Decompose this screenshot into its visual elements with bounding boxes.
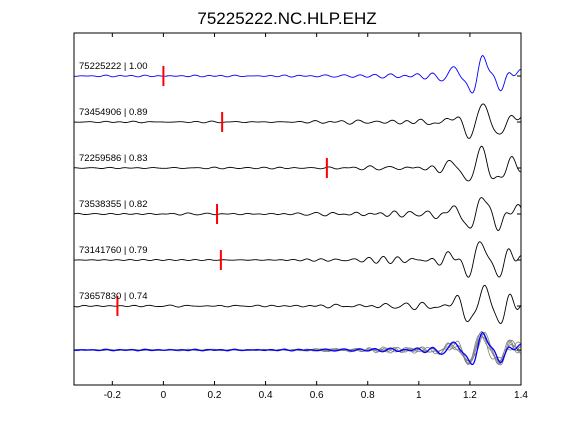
x-tick-label-1: 0 bbox=[161, 390, 167, 401]
series-line-0 bbox=[73, 55, 522, 94]
trace-label-1: 73454906 | 0.89 bbox=[79, 107, 148, 118]
stack-trace-5 bbox=[73, 331, 522, 366]
series-line-1 bbox=[73, 103, 522, 139]
x-tick-label-0: -0.2 bbox=[104, 390, 122, 401]
x-tick-label-5: 0.8 bbox=[361, 390, 375, 401]
series-line-3 bbox=[73, 197, 522, 231]
trace-label-5: 73657830 | 0.74 bbox=[79, 291, 148, 302]
x-tick-label-3: 0.4 bbox=[259, 390, 273, 401]
axes-frame bbox=[73, 32, 522, 386]
x-tick-label-6: 1 bbox=[416, 390, 422, 401]
trace-label-4: 73141760 | 0.79 bbox=[79, 245, 148, 256]
series-line-2 bbox=[73, 145, 522, 182]
series-line-4 bbox=[73, 241, 522, 278]
trace-label-2: 72259586 | 0.83 bbox=[79, 153, 148, 164]
x-tick-label-8: 1.4 bbox=[514, 390, 528, 401]
trace-label-3: 73538355 | 0.82 bbox=[79, 199, 148, 210]
x-tick-label-7: 1.2 bbox=[463, 390, 477, 401]
chart-title: 75225222.NC.HLP.EHZ bbox=[197, 9, 376, 28]
x-tick-label-2: 0.2 bbox=[208, 390, 222, 401]
x-axis: -0.2 0 0.2 0.4 0.6 0.8 1 1.2 1.4 bbox=[104, 33, 528, 401]
stack-trace-0 bbox=[73, 331, 522, 366]
series-line-5 bbox=[73, 284, 522, 325]
stack-trace-2 bbox=[73, 331, 522, 362]
trace-label-0: 75225222 | 1.00 bbox=[79, 61, 148, 72]
plot-area: 75225222 | 1.00 73454906 | 0.89 72259586 |… bbox=[73, 55, 522, 366]
x-tick-label-4: 0.6 bbox=[310, 390, 324, 401]
